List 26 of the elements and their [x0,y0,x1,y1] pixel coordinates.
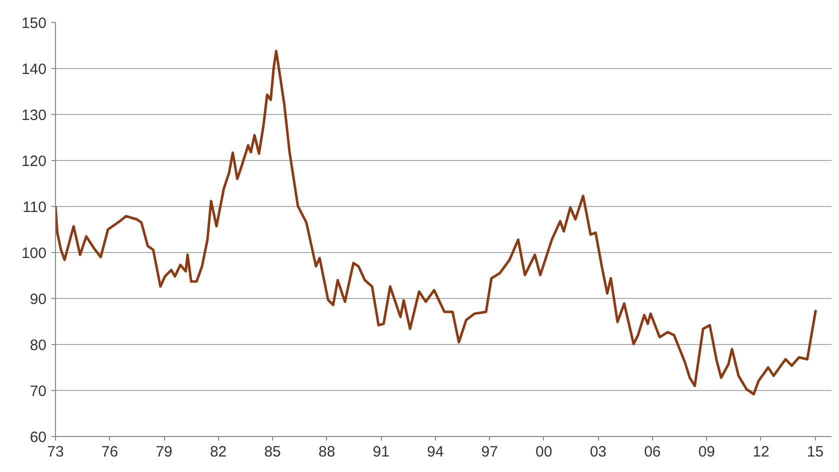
x-tick-label: 76 [101,444,118,460]
x-tick-label: 97 [481,444,498,460]
x-tick-label: 03 [590,444,607,460]
line-series [56,50,818,396]
y-tick-label: 130 [21,107,47,124]
x-tick-label: 09 [698,444,716,460]
y-tick-label: 110 [22,199,47,216]
y-tick-label: 100 [21,245,47,262]
y-tick-label: 140 [21,61,47,78]
y-tick-label: 150 [21,15,47,32]
x-tick-label: 06 [644,444,661,460]
x-tick-label: 00 [536,444,552,460]
x-tick-label: 15 [806,444,824,460]
y-tick-label: 90 [30,291,47,308]
x-tick-label: 79 [156,444,172,460]
x-tick-label: 94 [427,444,444,460]
y-tick-label: 70 [30,383,47,400]
y-tick-label: 60 [30,429,47,446]
x-tick-label: 12 [752,444,770,460]
y-tick-label: 80 [30,337,47,354]
x-tick-label: 85 [264,444,281,460]
x-tick-label: 82 [210,444,227,460]
x-tick-label: 88 [318,444,336,460]
y-tick-label: 120 [21,153,47,170]
x-tick-label: 73 [47,444,64,460]
x-tick-label: 91 [372,444,390,460]
